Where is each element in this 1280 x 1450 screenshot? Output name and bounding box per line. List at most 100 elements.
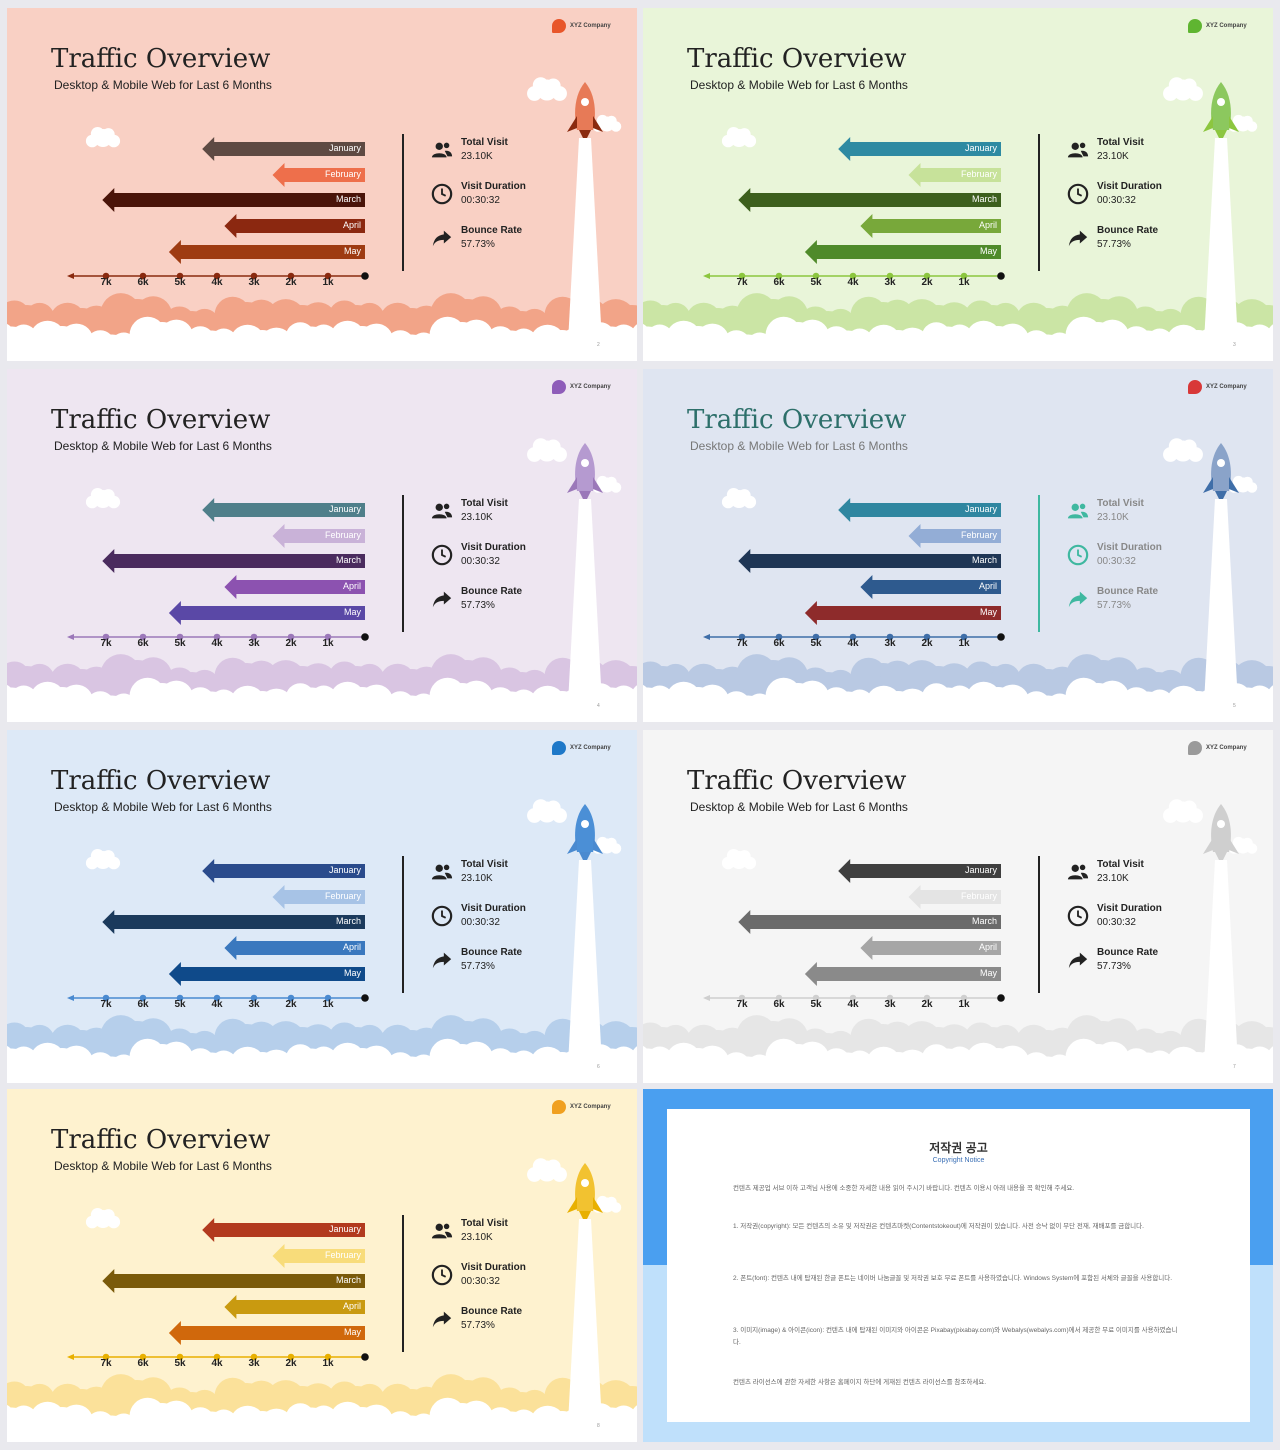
logo-mark-icon — [1188, 19, 1202, 33]
axis-tick-label: 1k — [322, 1358, 334, 1369]
slide-subtitle: Desktop & Mobile Web for Last 6 Months — [690, 78, 908, 92]
stat-value: 23.10K — [461, 151, 493, 162]
bar-arrow — [272, 524, 365, 548]
slide-subtitle: Desktop & Mobile Web for Last 6 Months — [690, 800, 908, 814]
month-label: March — [335, 194, 361, 204]
slide-artwork — [7, 77, 637, 361]
foreground-cloud — [416, 316, 508, 361]
bar-arrow — [272, 163, 365, 187]
axis-tick-label: 7k — [100, 999, 112, 1010]
stats-divider — [1038, 856, 1040, 993]
month-label: March — [971, 194, 997, 204]
axis-tick-label: 7k — [100, 277, 112, 288]
month-label: January — [964, 865, 997, 875]
slide-title: Traffic Overview — [51, 766, 271, 796]
stat-label: Total Visit — [461, 859, 508, 870]
axis-tick-dot — [324, 1353, 332, 1361]
axis-tick-dot — [102, 633, 110, 641]
axis-tick-dot — [250, 994, 258, 1002]
axis-tick-label: 1k — [958, 999, 970, 1010]
share-arrow-icon — [431, 1308, 455, 1332]
axis-tick-dot — [886, 994, 894, 1002]
stat-value: 00:30:32 — [461, 195, 500, 206]
small-cloud — [592, 114, 622, 132]
small-cloud — [85, 488, 121, 509]
stat-value: 23.10K — [1097, 512, 1129, 523]
foreground-cloud — [116, 677, 208, 722]
axis-tick-dot — [250, 1353, 258, 1361]
small-cloud — [1163, 77, 1203, 101]
logo-text: XYZ Company — [570, 384, 611, 390]
slide-title: Traffic Overview — [687, 766, 907, 796]
slide-title: Traffic Overview — [51, 44, 271, 74]
users-icon — [431, 861, 455, 885]
logo-mark-icon — [1188, 741, 1202, 755]
axis-tick-dot — [139, 1353, 147, 1361]
stat-value: 57.73% — [461, 239, 495, 250]
axis-tick-dot — [139, 994, 147, 1002]
month-label: February — [324, 169, 361, 179]
axis-tick-dot — [923, 633, 931, 641]
axis-tick-dot — [738, 272, 746, 280]
month-label: February — [324, 530, 361, 540]
stat-value: 57.73% — [1097, 600, 1131, 611]
page-number: 5 — [1233, 703, 1236, 709]
axis-tick-dot — [213, 994, 221, 1002]
rocket-icon — [1203, 82, 1239, 138]
bar-arrow — [272, 885, 365, 909]
axis-tick-label: 7k — [736, 638, 748, 649]
traffic-slide: 4 XYZ Company Traffic Overview Desktop & Mo… — [7, 369, 637, 722]
axis-tick-label: 5k — [810, 999, 822, 1010]
month-label: March — [335, 916, 361, 926]
bar-arrow — [838, 498, 1001, 522]
axis-arrowhead — [703, 995, 710, 1001]
axis-tick-dot — [775, 633, 783, 641]
foreground-cloud — [16, 681, 108, 722]
foreground-cloud — [1052, 677, 1144, 722]
axis-tick-label: 1k — [958, 638, 970, 649]
month-label: April — [342, 942, 361, 952]
month-label: January — [328, 865, 361, 875]
stat-label: Total Visit — [461, 498, 508, 509]
axis-tick-label: 5k — [174, 1358, 186, 1369]
axis-tick-label: 2k — [285, 1358, 297, 1369]
slide-subtitle: Desktop & Mobile Web for Last 6 Months — [54, 1159, 272, 1173]
month-label: January — [328, 1224, 361, 1234]
logo-text: XYZ Company — [1206, 745, 1247, 751]
small-cloud — [1163, 799, 1203, 823]
notice-title: 저작권 공고 — [929, 1141, 988, 1155]
stat-label: Bounce Rate — [461, 586, 523, 597]
axis-tick-label: 3k — [884, 999, 896, 1010]
slide-artwork — [7, 799, 637, 1083]
rocket-trail — [567, 138, 603, 361]
bar-arrow — [168, 601, 365, 625]
share-arrow-icon — [431, 588, 455, 612]
stat-label: Bounce Rate — [1097, 225, 1159, 236]
small-cloud — [527, 438, 567, 462]
bar-arrow — [224, 214, 365, 238]
month-label: April — [342, 581, 361, 591]
stat-label: Visit Duration — [461, 181, 526, 192]
users-icon — [431, 139, 455, 163]
bar-arrow — [202, 498, 365, 522]
small-cloud — [85, 1208, 121, 1229]
stat-value: 23.10K — [1097, 151, 1129, 162]
users-icon — [431, 500, 455, 524]
bar-arrow — [168, 240, 365, 264]
axis-tick-dot — [812, 633, 820, 641]
page-number: 2 — [597, 342, 600, 348]
clock-icon — [431, 905, 455, 929]
stat-value: 57.73% — [1097, 239, 1131, 250]
company-logo: XYZ Company — [552, 741, 611, 755]
slide-subtitle: Desktop & Mobile Web for Last 6 Months — [54, 78, 272, 92]
month-label: May — [343, 607, 361, 617]
slide-title: Traffic Overview — [51, 1125, 271, 1155]
axis-tick-label: 4k — [211, 1358, 223, 1369]
stat-label: Visit Duration — [1097, 903, 1162, 914]
axis-tick-dot — [176, 994, 184, 1002]
small-cloud — [527, 77, 567, 101]
rocket-trail — [1203, 860, 1239, 1083]
axis-tick-label: 5k — [174, 277, 186, 288]
axis-tick-label: 1k — [322, 277, 334, 288]
foreground-cloud — [1252, 685, 1273, 722]
